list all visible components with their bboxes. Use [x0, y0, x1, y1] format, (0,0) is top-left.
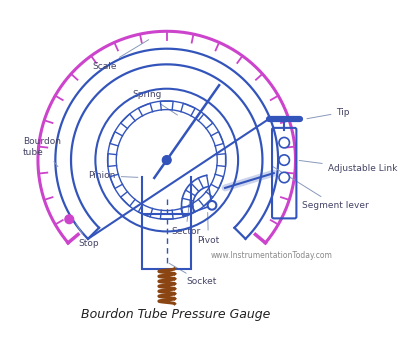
Text: Socket: Socket: [169, 263, 216, 286]
Text: Pivot: Pivot: [197, 213, 220, 245]
Text: Segment lever: Segment lever: [272, 166, 368, 210]
Text: Tip: Tip: [307, 108, 350, 119]
Text: Adjustable Link: Adjustable Link: [299, 160, 397, 173]
Text: Bourdon Tube Pressure Gauge: Bourdon Tube Pressure Gauge: [81, 308, 270, 321]
Text: Stop: Stop: [76, 223, 98, 248]
Circle shape: [65, 215, 74, 224]
Circle shape: [162, 156, 171, 164]
Text: Sector: Sector: [171, 199, 200, 236]
Bar: [142, 214, 191, 269]
Text: www.InstrumentationToday.com: www.InstrumentationToday.com: [210, 251, 332, 260]
Circle shape: [279, 172, 290, 183]
Circle shape: [279, 155, 290, 165]
Text: Scale: Scale: [93, 40, 149, 71]
Circle shape: [279, 137, 290, 148]
Text: Spring: Spring: [132, 90, 178, 115]
Text: Bourdon
tube: Bourdon tube: [23, 137, 61, 167]
Circle shape: [208, 201, 216, 210]
Text: Pinion: Pinion: [88, 171, 138, 180]
